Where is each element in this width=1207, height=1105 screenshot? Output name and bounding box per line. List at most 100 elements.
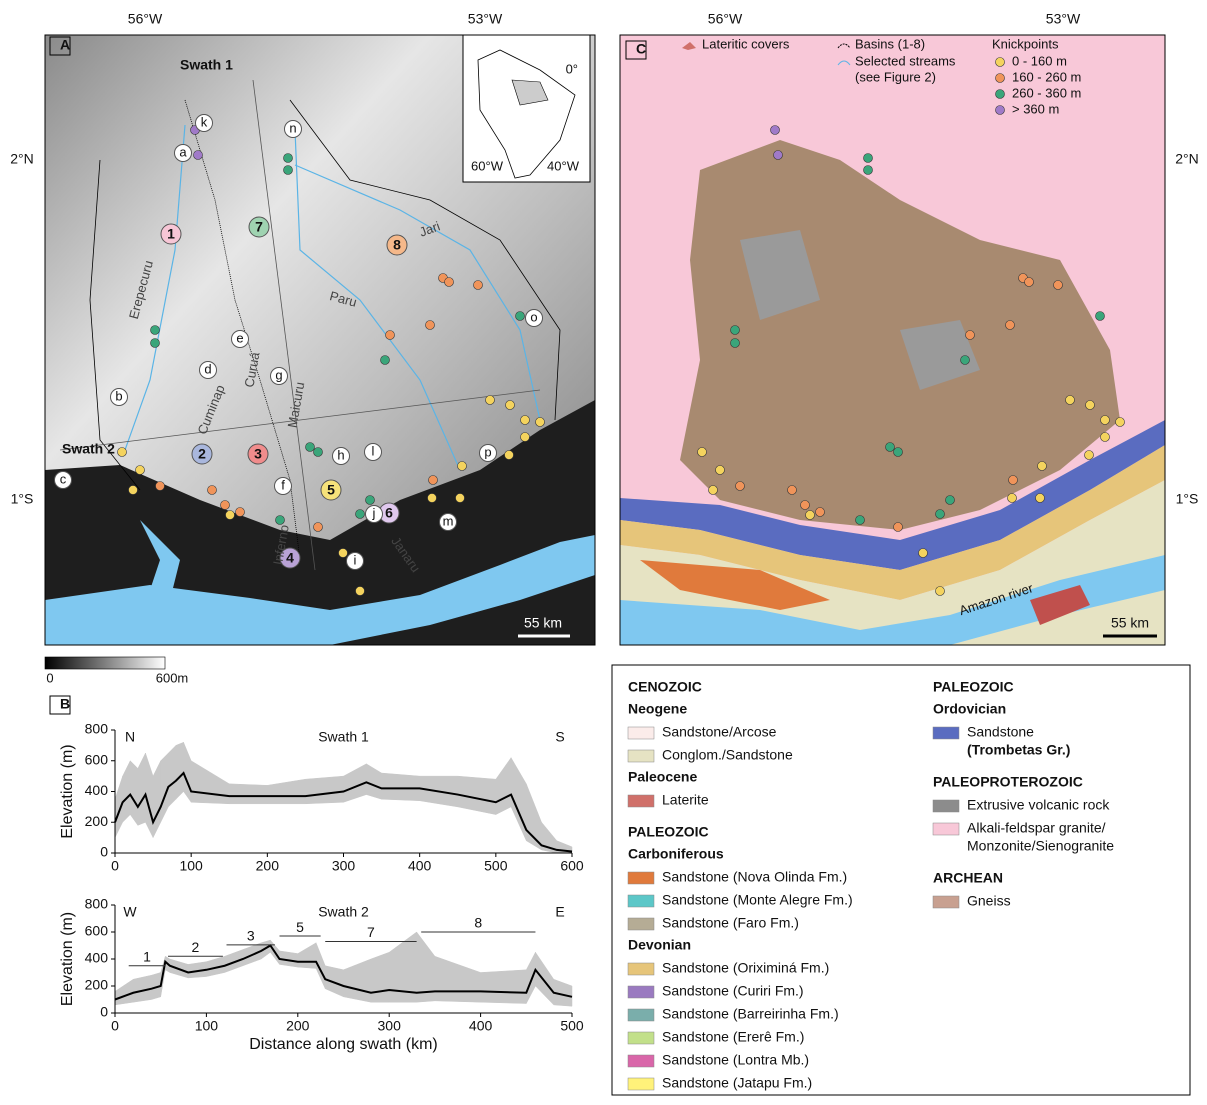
knickpoint	[1025, 278, 1034, 287]
legend-swatch	[628, 1009, 654, 1021]
knickpoint	[226, 511, 235, 520]
knickpoint	[118, 448, 127, 457]
segment-label: 7	[367, 924, 375, 940]
x-tick-label: 300	[378, 1018, 402, 1034]
legend-text: Sandstone (Jatapu Fm.)	[662, 1075, 812, 1091]
knickpoint	[1006, 321, 1015, 330]
legend-swatch	[996, 58, 1005, 67]
legend-swatch	[628, 1078, 654, 1090]
legend-text: Lateritic covers	[702, 36, 790, 51]
knickpoint	[936, 510, 945, 519]
swath-envelope	[298, 943, 316, 969]
site-label: c	[60, 471, 67, 486]
x-tick-label: 300	[332, 858, 356, 874]
legend-swatch	[628, 1032, 654, 1044]
legend-text: (Trombetas Gr.)	[967, 742, 1070, 758]
y-tick-label: 200	[85, 813, 109, 829]
swath-envelope	[191, 761, 229, 804]
knickpoint	[806, 511, 815, 520]
knickpoint	[936, 587, 945, 596]
legend-text: 260 - 360 m	[1012, 85, 1081, 100]
legend-text: Alkali-feldspar granite/	[967, 820, 1106, 836]
legend-swatch	[996, 106, 1005, 115]
site-label: o	[530, 309, 537, 324]
knickpoint	[236, 508, 245, 517]
site-label: g	[275, 367, 282, 382]
swath-envelope	[267, 779, 305, 804]
site-label: l	[372, 443, 375, 458]
swath-envelope	[115, 979, 133, 1005]
y-tick-label: 600	[85, 751, 109, 767]
knickpoint	[306, 443, 315, 452]
swath-envelope	[184, 742, 192, 802]
legend-text: Extrusive volcanic rock	[967, 797, 1110, 813]
knickpoint	[151, 339, 160, 348]
knickpoint	[864, 154, 873, 163]
swath-envelope	[382, 773, 420, 801]
site-label: h	[337, 447, 344, 462]
legend-text: 160 - 260 m	[1012, 69, 1081, 84]
swath-label: Swath 1	[180, 57, 233, 73]
segment-label: 5	[296, 919, 304, 935]
colorbar	[45, 657, 165, 669]
legend-text: Sandstone (Lontra Mb.)	[662, 1052, 809, 1068]
basin-number: 4	[286, 550, 294, 566]
inset-label: 60°W	[471, 158, 504, 173]
lat-label: 2°N	[1175, 151, 1199, 167]
knickpoint	[129, 486, 138, 495]
swath-envelope	[305, 776, 343, 804]
panel-label: C	[636, 41, 646, 57]
legend-swatch	[628, 895, 654, 907]
legend-text: Sandstone (Ererê Fm.)	[662, 1029, 804, 1045]
knickpoint	[894, 523, 903, 532]
site-label: n	[289, 120, 296, 135]
x-tick-label: 600	[560, 858, 584, 874]
x-tick-label: 500	[484, 858, 508, 874]
knickpoint	[428, 494, 437, 503]
y-tick-label: 600	[85, 923, 109, 939]
knickpoint	[505, 451, 514, 460]
legend-text: Sandstone (Barreirinha Fm.)	[662, 1006, 839, 1022]
x-tick-label: 500	[560, 1018, 584, 1034]
knickpoint	[1008, 494, 1017, 503]
knickpoint	[816, 508, 825, 517]
legend-text: (see Figure 2)	[855, 69, 936, 84]
legend-swatch	[628, 872, 654, 884]
annotation: N	[125, 729, 135, 745]
knickpoint	[716, 466, 725, 475]
swath-envelope	[153, 761, 161, 838]
knickpoint	[961, 356, 970, 365]
knickpoint	[698, 448, 707, 457]
y-tick-label: 0	[100, 844, 108, 860]
legend-text: Gneiss	[967, 893, 1011, 909]
swath-envelope	[366, 764, 381, 799]
knickpoint	[474, 281, 483, 290]
basin-number: 6	[385, 505, 393, 521]
knickpoint	[709, 486, 718, 495]
site-label: j	[372, 505, 376, 520]
knickpoint	[521, 416, 530, 425]
colorbar-label: 600m	[156, 670, 189, 685]
swath-envelope	[526, 784, 541, 850]
knickpoint	[774, 151, 783, 160]
knickpoint	[156, 482, 165, 491]
x-tick-label: 200	[256, 858, 280, 874]
legend-text: > 360 m	[1012, 101, 1059, 116]
legend-swatch	[933, 800, 959, 812]
period-heading: Neogene	[628, 701, 687, 717]
annotation: S	[555, 729, 564, 745]
swath-envelope	[130, 761, 138, 826]
era-heading: PALEOZOIC	[933, 679, 1014, 695]
x-tick-label: 200	[286, 1018, 310, 1034]
y-tick-label: 0	[100, 1004, 108, 1020]
y-tick-label: 400	[85, 950, 109, 966]
knickpoint	[445, 278, 454, 287]
knickpoint	[1036, 494, 1045, 503]
swath-label: Swath 2	[62, 441, 115, 457]
period-heading: Ordovician	[933, 701, 1006, 717]
lat-label: 2°N	[10, 151, 34, 167]
y-axis-label: Elevation (m)	[59, 744, 76, 838]
basin-number: 2	[198, 446, 206, 462]
knickpoint	[426, 321, 435, 330]
legend-swatch	[933, 896, 959, 908]
